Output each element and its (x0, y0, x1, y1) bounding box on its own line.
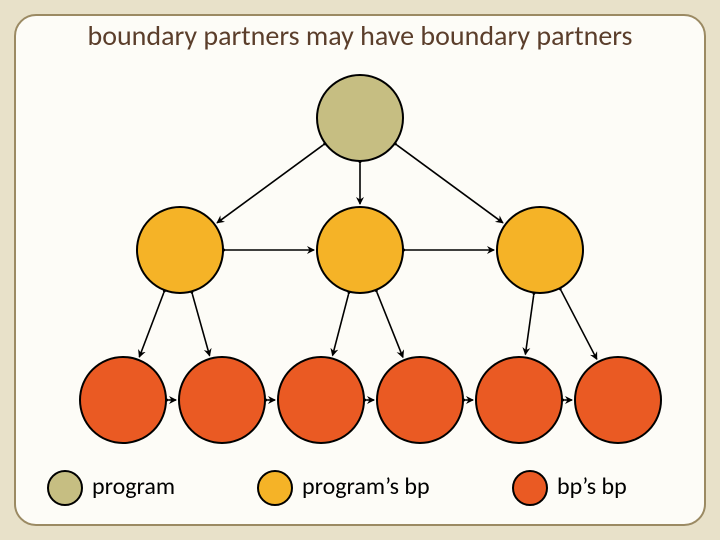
legend-label-2: bp’s bp (557, 472, 627, 501)
legend-label-0: program (92, 472, 175, 501)
node-bot_6 (574, 356, 662, 444)
node-bot_1 (79, 356, 167, 444)
legend-label-1: program’s bp (302, 472, 430, 501)
node-mid_c (316, 206, 404, 294)
node-root (316, 74, 404, 162)
node-mid_l (136, 206, 224, 294)
node-bot_3 (277, 356, 365, 444)
legend-swatch-2 (512, 470, 548, 506)
slide-root: boundary partners may have boundary part… (0, 0, 720, 540)
node-bot_2 (178, 356, 266, 444)
legend-swatch-0 (47, 470, 83, 506)
node-bot_5 (475, 356, 563, 444)
slide-title: boundary partners may have boundary part… (0, 18, 720, 53)
node-bot_4 (376, 356, 464, 444)
node-mid_r (496, 206, 584, 294)
legend-swatch-1 (257, 470, 293, 506)
